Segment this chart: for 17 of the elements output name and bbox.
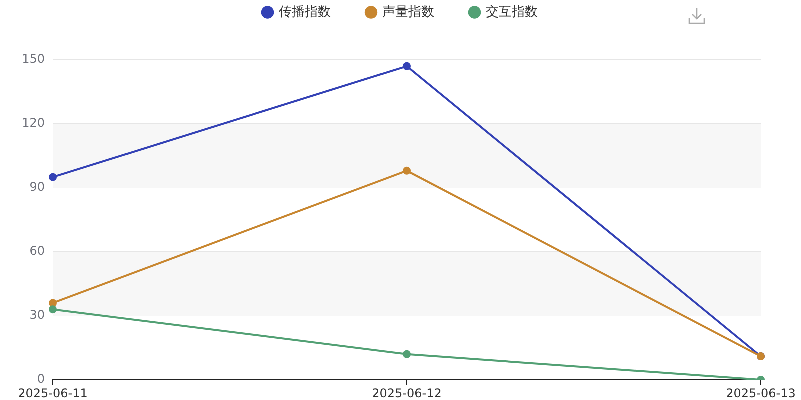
point [403, 62, 411, 70]
x-tick-label: 2025-06-13 [726, 386, 796, 400]
legend-label: 声量指数 [382, 4, 434, 20]
y-tick-label: 150 [22, 52, 45, 66]
legend-label: 传播指数 [278, 4, 331, 20]
point [49, 173, 57, 182]
x-tick-label: 2025-06-12 [372, 386, 442, 400]
point [403, 166, 411, 175]
point [49, 306, 57, 314]
y-tick-label: 120 [22, 116, 45, 130]
x-tick-label: 2025-06-11 [18, 386, 88, 400]
y-tick-label: 60 [30, 244, 45, 258]
point [403, 350, 411, 358]
y-tick-label: 90 [30, 180, 45, 194]
y-tick-label: 0 [37, 372, 45, 386]
legend-label: 交互指数 [486, 4, 538, 20]
y-tick-label: 30 [30, 308, 45, 322]
